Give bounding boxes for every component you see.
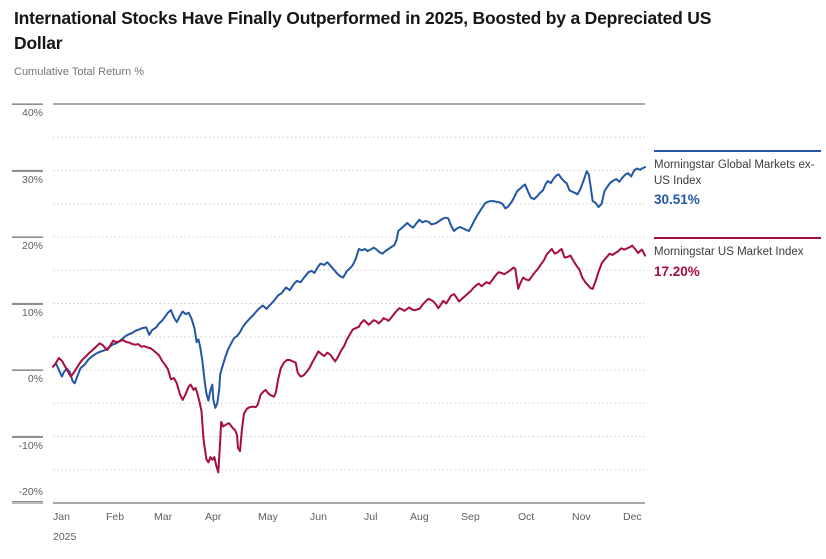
chart-title: International Stocks Have Finally Outper…	[14, 8, 712, 54]
y-axis-label: 40%	[12, 104, 43, 120]
x-axis-label-dec: Dec	[623, 511, 642, 523]
x-axis-label-jan: Jan	[53, 511, 70, 523]
x-axis-label-sep: Sep	[461, 511, 480, 523]
x-axis-label-nov: Nov	[572, 511, 591, 523]
series-line-us-market	[52, 244, 646, 474]
x-axis-label-jun: Jun	[310, 511, 327, 523]
legend-color-rule-us-market	[654, 237, 821, 239]
series-line-global-ex-us	[52, 166, 646, 409]
legend-series-name: Morningstar Global Markets ex-US Index	[654, 159, 815, 187]
y-axis-label: -10%	[12, 436, 43, 453]
legend-series-value: 30.51%	[654, 192, 700, 208]
y-axis-label: 30%	[12, 170, 43, 187]
legend-color-rule-global-ex-us	[654, 150, 821, 152]
x-axis-label-jul: Jul	[364, 511, 378, 523]
x-axis-label-aug: Aug	[410, 511, 429, 523]
y-axis-label: 10%	[12, 303, 43, 320]
legend-series-name: Morningstar US Market Index	[654, 246, 804, 258]
x-axis-label-oct: Oct	[518, 511, 535, 523]
x-axis-label-mar: Mar	[154, 511, 173, 523]
legend-series-value: 17.20%	[654, 263, 700, 279]
x-axis-label-apr: Apr	[205, 511, 222, 523]
y-axis-label: 20%	[12, 237, 43, 253]
legend-item-us-market: Morningstar US Market Index 17.20%	[654, 237, 821, 279]
y-axis-label: -20%	[12, 486, 43, 502]
legend-item-global-ex-us: Morningstar Global Markets ex-US Index 3…	[654, 150, 821, 207]
x-axis-label-feb: Feb	[106, 511, 125, 523]
x-axis-label-may: May	[258, 511, 278, 523]
y-axis-label: 0%	[12, 370, 43, 386]
x-axis-year-label: 2025	[53, 531, 77, 543]
chart-subtitle: Cumulative Total Return %	[14, 66, 145, 78]
